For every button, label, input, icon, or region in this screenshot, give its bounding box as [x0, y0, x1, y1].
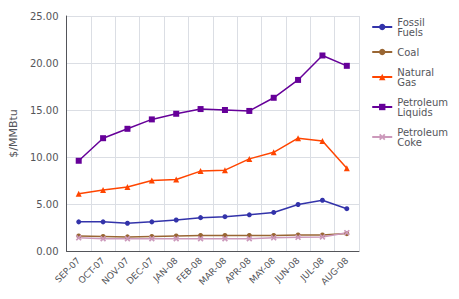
svg-text:Coal: Coal [397, 47, 419, 58]
svg-text:OCT-07: OCT-07 [76, 255, 107, 286]
svg-text:$/MMBtu: $/MMBtu [7, 109, 20, 158]
svg-text:JUN-08: JUN-08 [272, 255, 302, 285]
svg-text:5.00: 5.00 [36, 199, 58, 210]
svg-text:AUG-08: AUG-08 [319, 255, 351, 287]
svg-text:DEC-07: DEC-07 [125, 255, 156, 286]
svg-text:10.00: 10.00 [30, 152, 59, 163]
svg-text:20.00: 20.00 [30, 58, 59, 69]
svg-text:APR-08: APR-08 [223, 255, 253, 286]
svg-text:Liquids: Liquids [397, 107, 432, 118]
svg-text:JAN-08: JAN-08 [151, 255, 180, 284]
svg-text:FEB-08: FEB-08 [174, 255, 205, 285]
svg-text:15.00: 15.00 [30, 105, 59, 116]
svg-text:MAR-08: MAR-08 [197, 255, 229, 287]
svg-text:MAY-08: MAY-08 [247, 255, 277, 285]
svg-text:Gas: Gas [397, 77, 416, 88]
svg-text:Petroleum: Petroleum [397, 126, 448, 138]
svg-text:Petroleum: Petroleum [397, 96, 448, 108]
svg-text:Fossil: Fossil [397, 16, 425, 28]
svg-text:0.00: 0.00 [36, 246, 58, 257]
svg-text:SEP-07: SEP-07 [53, 255, 83, 285]
svg-text:Coke: Coke [397, 137, 422, 148]
svg-text:NOV-07: NOV-07 [99, 255, 131, 287]
svg-text:JUL-08: JUL-08 [298, 255, 326, 283]
svg-text:25.00: 25.00 [30, 11, 59, 22]
svg-text:Natural: Natural [397, 66, 435, 78]
svg-text:Fuels: Fuels [397, 27, 423, 38]
